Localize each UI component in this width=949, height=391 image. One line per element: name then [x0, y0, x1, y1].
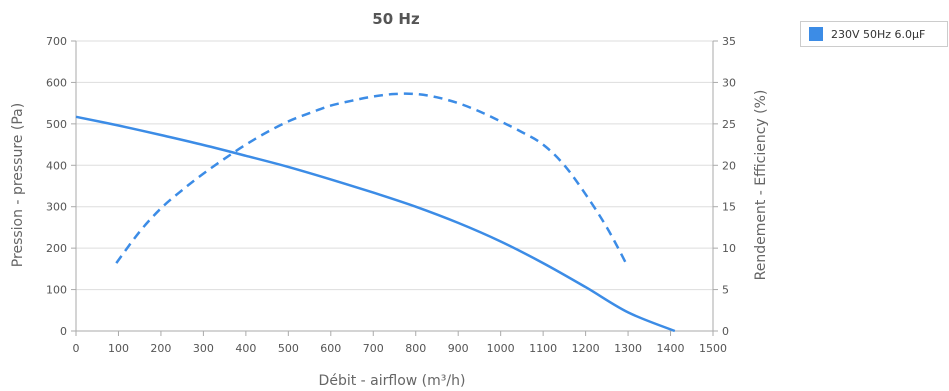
x-tick-label: 500: [278, 342, 299, 355]
series-lines: [75, 92, 676, 333]
axes: [71, 40, 718, 336]
x-tick-label: 700: [363, 342, 384, 355]
x-tick-label: 1300: [614, 342, 642, 355]
tick-labels: 0 100 200 300 400 500 600 700 0 5 10 15 20 25 30 35 0 100…: [46, 35, 736, 355]
y-right-tick-label: 15: [722, 201, 736, 214]
legend-label: 230V 50Hz 6.0µF: [831, 27, 926, 41]
y-left-tick-label: 500: [46, 118, 67, 131]
x-tick-label: 600: [320, 342, 341, 355]
legend-swatch: [809, 27, 823, 41]
y-left-tick-label: 100: [46, 284, 67, 297]
y-right-axis-title: Rendement - Efficiency (%): [753, 90, 769, 281]
chart-title: 50 Hz: [372, 10, 420, 28]
gridlines: [76, 40, 713, 291]
y-right-tick-label: 10: [722, 242, 736, 255]
pressure-curve: [75, 115, 676, 333]
x-tick-label: 900: [448, 342, 469, 355]
y-right-tick-label: 25: [722, 118, 736, 131]
x-tick-label: 1200: [572, 342, 600, 355]
y-right-tick-label: 20: [722, 159, 736, 172]
x-tick-label: 300: [193, 342, 214, 355]
x-tick-label: 800: [405, 342, 426, 355]
y-right-tick-label: 5: [722, 284, 729, 297]
x-tick-label: 1100: [529, 342, 557, 355]
y-left-tick-label: 200: [46, 242, 67, 255]
x-tick-label: 0: [73, 342, 80, 355]
x-tick-label: 100: [108, 342, 129, 355]
efficiency-curve: [115, 92, 628, 264]
y-left-tick-label: 300: [46, 201, 67, 214]
y-left-tick-label: 600: [46, 76, 67, 89]
y-left-tick-label: 400: [46, 159, 67, 172]
y-right-tick-label: 35: [722, 35, 736, 48]
x-tick-label: 400: [235, 342, 256, 355]
y-left-tick-label: 0: [60, 325, 67, 338]
legend: 230V 50Hz 6.0µF: [800, 21, 948, 47]
y-left-tick-label: 700: [46, 35, 67, 48]
x-tick-label: 1400: [657, 342, 685, 355]
y-right-tick-label: 30: [722, 76, 736, 89]
x-tick-label: 1500: [699, 342, 727, 355]
y-left-axis-title: Pression - pressure (Pa): [10, 103, 26, 267]
y-right-tick-label: 0: [722, 325, 729, 338]
x-axis-title: Débit - airflow (m³/h): [319, 373, 466, 389]
x-tick-label: 200: [150, 342, 171, 355]
x-tick-label: 1000: [487, 342, 515, 355]
